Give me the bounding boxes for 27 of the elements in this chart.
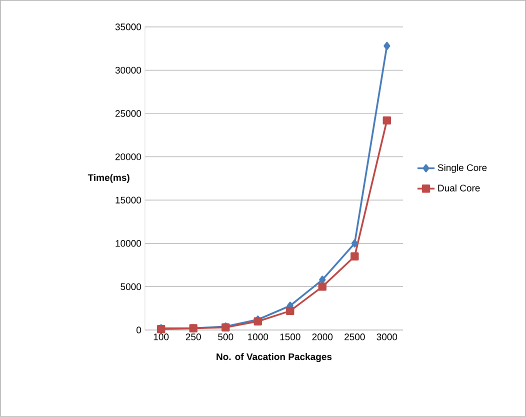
y-tick-label: 35000 [115, 24, 142, 30]
y-tick-label: 15000 [116, 196, 142, 204]
x-tick-label: 3000 [376, 334, 398, 340]
x-tick-label: 1500 [280, 334, 300, 340]
point [318, 282, 326, 291]
point [351, 239, 358, 248]
x-tick-label: 2500 [344, 334, 365, 340]
point [382, 116, 392, 125]
point [319, 276, 326, 284]
y-tick-label: 10000 [116, 240, 142, 247]
point [384, 42, 390, 50]
x-tick-label: 500 [218, 334, 234, 340]
x-tick-label: 2000 [312, 334, 333, 340]
x-tick-label: 100 [154, 334, 169, 340]
point [350, 252, 359, 261]
legend-label: Single Core [438, 164, 487, 173]
y-axis-title: Time(ms) [88, 174, 130, 183]
y-tick-label: 25000 [115, 110, 142, 117]
point [286, 306, 294, 316]
y-tick-label: 30000 [115, 66, 142, 74]
x-tick-label: 1000 [248, 334, 268, 340]
x-axis-title: No. of Vacation Packages [216, 353, 332, 362]
y-tick-label: 20000 [115, 153, 142, 160]
x-tick-label: 250 [186, 334, 201, 340]
legend-label: Dual Core [438, 184, 480, 192]
y-tick-label: 5000 [120, 283, 142, 290]
y-tick-label: 0 [136, 326, 142, 334]
